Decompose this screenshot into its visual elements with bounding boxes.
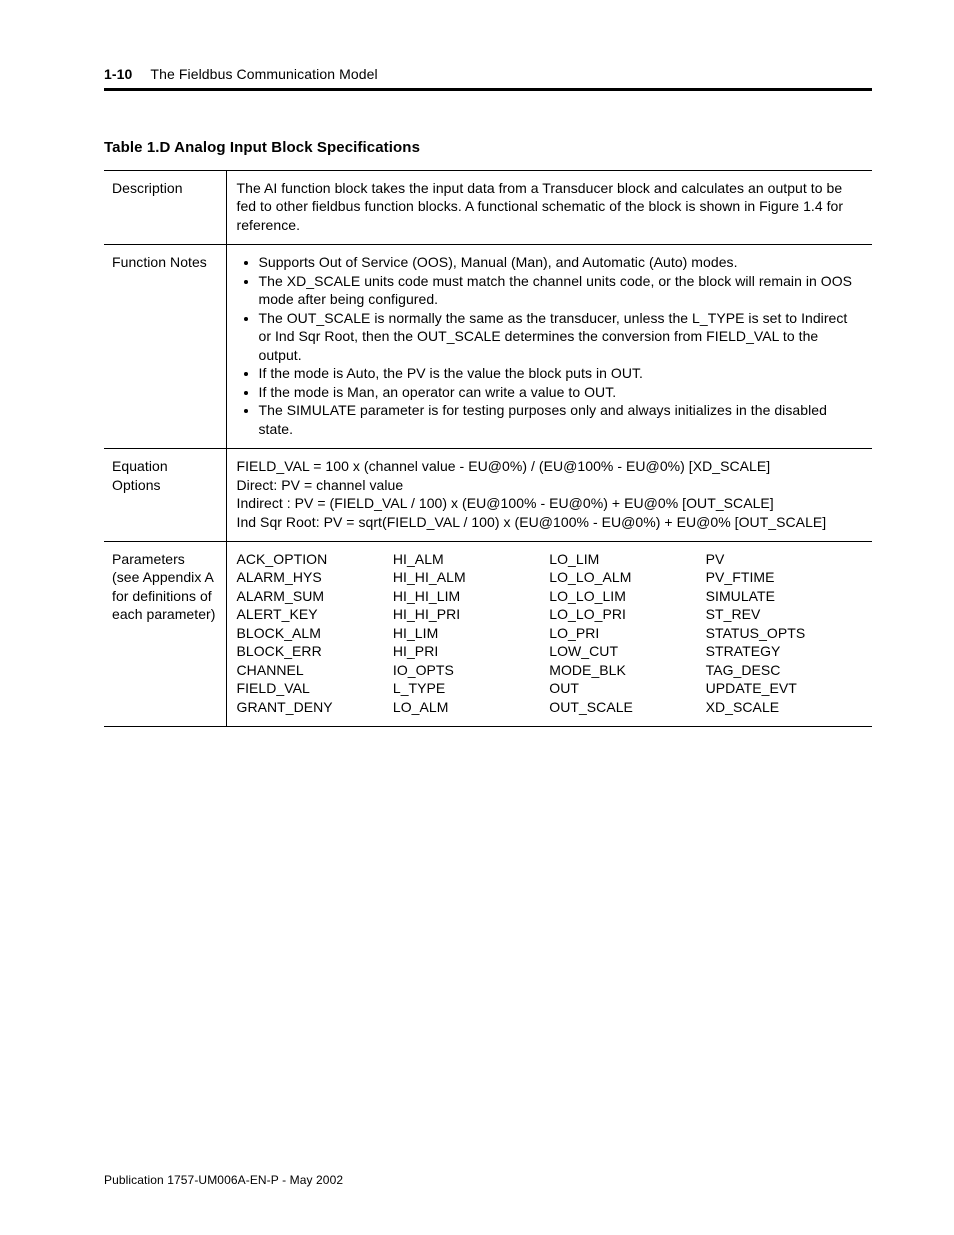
parameter-item: LO_LO_LIM (549, 587, 705, 605)
row-content-equation-options: FIELD_VAL = 100 x (channel value - EU@0%… (226, 449, 872, 542)
header-rule (104, 88, 872, 91)
table-row: Function Notes Supports Out of Service (… (104, 245, 872, 449)
parameter-item: OUT (549, 679, 705, 697)
row-label-parameters: Parameters (see Appendix A for definitio… (104, 541, 226, 726)
parameter-item: HI_PRI (393, 642, 549, 660)
parameter-item: UPDATE_EVT (706, 679, 862, 697)
parameter-item: LO_LO_PRI (549, 605, 705, 623)
row-label-description: Description (104, 171, 226, 245)
publication-footer: Publication 1757-UM006A-EN-P - May 2002 (104, 1173, 343, 1187)
parameter-item: ALERT_KEY (237, 605, 393, 623)
parameter-item: CHANNEL (237, 661, 393, 679)
label-line: for definitions of (112, 587, 220, 605)
label-line: (see Appendix A (112, 568, 220, 586)
parameter-item: STRATEGY (706, 642, 862, 660)
list-item: The SIMULATE parameter is for testing pu… (259, 401, 863, 438)
list-item: If the mode is Man, an operator can writ… (259, 383, 863, 401)
spec-table: Description The AI function block takes … (104, 170, 872, 727)
equation-line: FIELD_VAL = 100 x (channel value - EU@0%… (237, 457, 863, 475)
parameter-item: TAG_DESC (706, 661, 862, 679)
parameter-column: ACK_OPTION ALARM_HYS ALARM_SUM ALERT_KEY… (237, 550, 393, 716)
page-number: 1-10 (104, 66, 132, 82)
parameter-item: HI_ALM (393, 550, 549, 568)
list-item: Supports Out of Service (OOS), Manual (M… (259, 253, 863, 271)
running-head: 1-10 The Fieldbus Communication Model (104, 66, 872, 82)
parameter-item: PV_FTIME (706, 568, 862, 586)
parameter-item: ALARM_SUM (237, 587, 393, 605)
parameter-item: LO_LO_ALM (549, 568, 705, 586)
parameter-column: PV PV_FTIME SIMULATE ST_REV STATUS_OPTS … (706, 550, 862, 716)
parameter-item: OUT_SCALE (549, 698, 705, 716)
equation-line: Ind Sqr Root: PV = sqrt(FIELD_VAL / 100)… (237, 513, 863, 531)
equation-line: Direct: PV = channel value (237, 476, 863, 494)
parameter-item: LO_PRI (549, 624, 705, 642)
row-content-description: The AI function block takes the input da… (226, 171, 872, 245)
label-line: Parameters (112, 550, 220, 568)
table-row: Parameters (see Appendix A for definitio… (104, 541, 872, 726)
parameter-item: BLOCK_ERR (237, 642, 393, 660)
parameter-item: MODE_BLK (549, 661, 705, 679)
list-item: The OUT_SCALE is normally the same as th… (259, 309, 863, 364)
parameter-item: GRANT_DENY (237, 698, 393, 716)
row-label-equation-options: Equation Options (104, 449, 226, 542)
parameter-column: HI_ALM HI_HI_ALM HI_HI_LIM HI_HI_PRI HI_… (393, 550, 549, 716)
parameter-item: ACK_OPTION (237, 550, 393, 568)
parameter-item: FIELD_VAL (237, 679, 393, 697)
parameter-item: HI_HI_PRI (393, 605, 549, 623)
row-content-parameters: ACK_OPTION ALARM_HYS ALARM_SUM ALERT_KEY… (226, 541, 872, 726)
table-title: Table 1.D Analog Input Block Specificati… (104, 139, 872, 156)
equation-line: Indirect : PV = (FIELD_VAL / 100) x (EU@… (237, 494, 863, 512)
parameter-columns: ACK_OPTION ALARM_HYS ALARM_SUM ALERT_KEY… (237, 550, 863, 716)
table-row: Equation Options FIELD_VAL = 100 x (chan… (104, 449, 872, 542)
parameter-item: HI_LIM (393, 624, 549, 642)
parameter-item: PV (706, 550, 862, 568)
list-item: If the mode is Auto, the PV is the value… (259, 364, 863, 382)
row-content-function-notes: Supports Out of Service (OOS), Manual (M… (226, 245, 872, 449)
parameter-item: LO_LIM (549, 550, 705, 568)
function-notes-list: Supports Out of Service (OOS), Manual (M… (237, 253, 863, 438)
table-row: Description The AI function block takes … (104, 171, 872, 245)
parameter-item: SIMULATE (706, 587, 862, 605)
parameter-item: HI_HI_LIM (393, 587, 549, 605)
list-item: The XD_SCALE units code must match the c… (259, 272, 863, 309)
label-line: each parameter) (112, 605, 220, 623)
parameter-item: BLOCK_ALM (237, 624, 393, 642)
section-title: The Fieldbus Communication Model (150, 66, 377, 82)
parameter-item: ST_REV (706, 605, 862, 623)
parameter-column: LO_LIM LO_LO_ALM LO_LO_LIM LO_LO_PRI LO_… (549, 550, 705, 716)
parameter-item: IO_OPTS (393, 661, 549, 679)
parameter-item: L_TYPE (393, 679, 549, 697)
parameter-item: STATUS_OPTS (706, 624, 862, 642)
parameter-item: ALARM_HYS (237, 568, 393, 586)
parameter-item: HI_HI_ALM (393, 568, 549, 586)
parameter-item: LO_ALM (393, 698, 549, 716)
parameter-item: LOW_CUT (549, 642, 705, 660)
parameter-item: XD_SCALE (706, 698, 862, 716)
row-label-function-notes: Function Notes (104, 245, 226, 449)
